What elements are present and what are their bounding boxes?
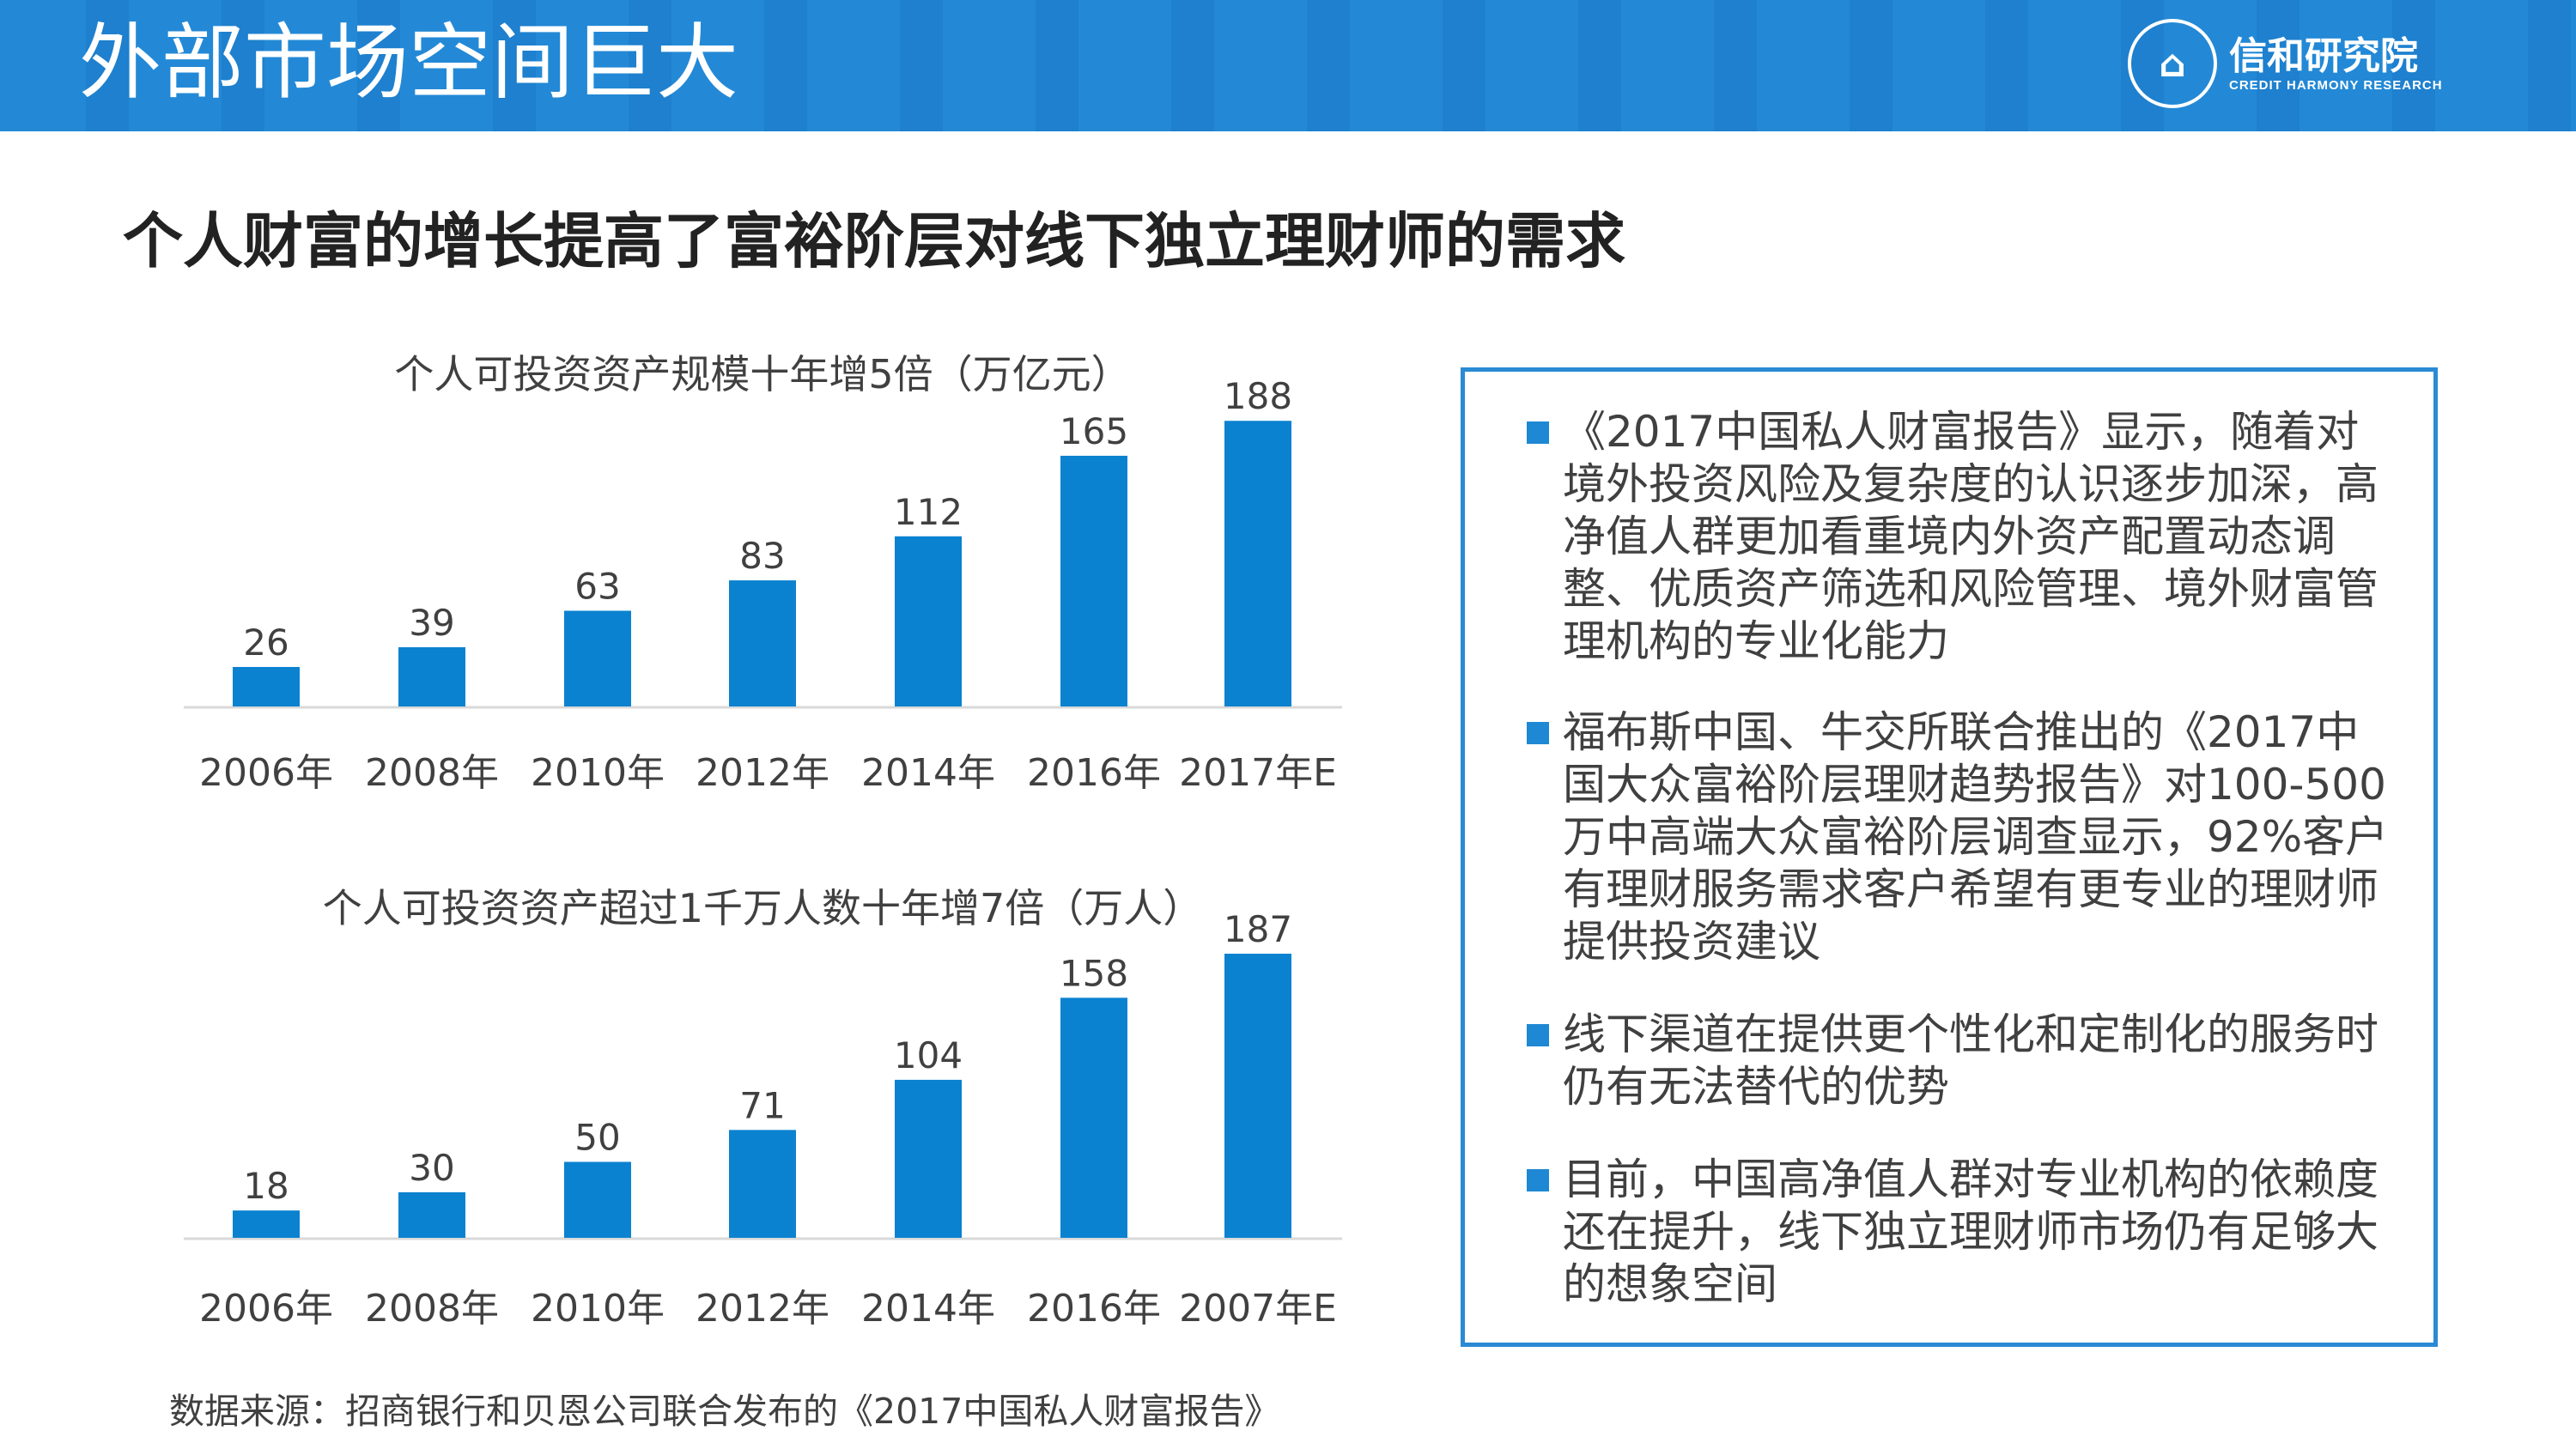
data-label: 112 xyxy=(894,491,963,533)
x-tick-label: 2017年E xyxy=(1179,751,1337,795)
slide-title: 外部市场空间巨大 xyxy=(79,15,738,111)
x-tick-label: 2010年 xyxy=(531,1287,665,1331)
bullet-text-line: 还在提升，线下独立理财师市场仍有足够大 xyxy=(1563,1207,2379,1257)
x-tick-label: 2012年 xyxy=(696,751,829,795)
bullet-text-line: 目前，中国高净值人群对专业机构的依赖度 xyxy=(1563,1155,2379,1204)
bullet-text-line: 万中高端大众富裕阶层调查显示，92%客户 xyxy=(1563,812,2389,862)
logo-cn: 信和研究院 xyxy=(2229,33,2418,78)
chart2: 18 2006年 30 2008年 50 2010年 71 2012年 104 2014年 158 2… xyxy=(184,908,1342,1331)
chart1: 26 2006年 39 2008年 63 2010年 83 2012年 112 2014年 165 2… xyxy=(184,375,1342,795)
x-tick-label: 2010年 xyxy=(531,751,665,795)
data-label: 187 xyxy=(1224,908,1292,950)
bar xyxy=(233,1210,300,1238)
data-label: 30 xyxy=(409,1147,454,1189)
bar xyxy=(564,1161,631,1238)
bar xyxy=(233,666,300,706)
x-tick-label: 2006年 xyxy=(199,1287,333,1331)
bar xyxy=(1060,455,1127,706)
data-label: 18 xyxy=(243,1165,289,1207)
data-label: 63 xyxy=(574,565,620,607)
bar xyxy=(895,1079,962,1238)
logo: ⌂ 信和研究院 CREDIT HARMONY RESEARCH xyxy=(2128,19,2443,108)
bullet-text-line: 仍有无法替代的优势 xyxy=(1563,1062,1949,1112)
x-tick-label: 2014年 xyxy=(861,751,995,795)
data-label: 104 xyxy=(894,1034,963,1076)
info-box: 《2017中国私人财富报告》显示，随着对 境外投资风险及复杂度的认识逐步加深，高净… xyxy=(1461,367,2438,1347)
bar xyxy=(398,646,465,706)
chart2-title: 个人可投资资产超过1千万人数十年增7倍（万人） xyxy=(322,885,1203,931)
bullet-item: 《2017中国私人财富报告》显示，随着对 境外投资风险及复杂度的认识逐步加深，高净… xyxy=(1527,406,2394,668)
data-label: 158 xyxy=(1060,952,1128,994)
data-label: 188 xyxy=(1224,375,1292,417)
x-tick-label: 2014年 xyxy=(861,1287,995,1331)
bullet-text-line: 理机构的专业化能力 xyxy=(1563,616,1949,666)
bullet-text-line: 《2017中国私人财富报告》显示，随着对 xyxy=(1563,407,2360,457)
bullet-text-line: 线下渠道在提供更个性化和定制化的服务时 xyxy=(1563,1009,2379,1059)
square-bullet-icon xyxy=(1527,421,1549,444)
x-tick-label: 2016年 xyxy=(1027,1287,1161,1331)
x-tick-label: 2006年 xyxy=(199,751,333,795)
x-tick-label: 2007年E xyxy=(1179,1287,1337,1331)
seal-icon: ⌂ xyxy=(2128,19,2217,108)
chart1-title: 个人可投资资产规模十年增5倍（万亿元） xyxy=(394,351,1131,397)
bullet-item: 福布斯中国、牛交所联合推出的《2017中 国大众富裕阶层理财趋势报告》对100-5… xyxy=(1527,706,2394,968)
subtitle: 个人财富的增长提高了富裕阶层对线下独立理财师的需求 xyxy=(123,206,1625,276)
bar xyxy=(1060,997,1127,1238)
bullet-text-line: 提供投资建议 xyxy=(1563,917,1820,967)
bullet-text-line: 福布斯中国、牛交所联合推出的《2017中 xyxy=(1563,707,2360,757)
bar xyxy=(729,1130,796,1238)
data-label: 26 xyxy=(243,621,289,664)
bullet-item: 目前，中国高净值人群对专业机构的依赖度 还在提升，线下独立理财师市场仍有足够大 的想… xyxy=(1527,1154,2394,1311)
bullet-text-line: 有理财服务需求客户希望有更专业的理财师 xyxy=(1563,864,2379,914)
data-label: 50 xyxy=(574,1117,620,1159)
x-tick-label: 2016年 xyxy=(1027,751,1161,795)
x-tick-label: 2008年 xyxy=(365,1287,499,1331)
data-label: 39 xyxy=(409,602,454,644)
data-label: 83 xyxy=(739,535,785,577)
bullet-text-line: 国大众富裕阶层理财趋势报告》对100-500 xyxy=(1563,760,2386,809)
data-label: 71 xyxy=(739,1084,785,1126)
data-label: 165 xyxy=(1060,410,1128,452)
x-tick-label: 2008年 xyxy=(365,751,499,795)
bar xyxy=(564,610,631,706)
bullet-text-line: 的想象空间 xyxy=(1563,1259,1777,1309)
bullet-text-line: 整、优质资产筛选和风险管理、境外财富管 xyxy=(1563,564,2379,614)
x-tick-label: 2012年 xyxy=(696,1287,829,1331)
bar xyxy=(1224,421,1291,706)
bar xyxy=(1224,954,1291,1238)
bullet-text-line: 净值人群更加看重境内外资产配置动态调 xyxy=(1563,512,2336,561)
square-bullet-icon xyxy=(1527,722,1549,744)
square-bullet-icon xyxy=(1527,1024,1549,1046)
bar xyxy=(398,1191,465,1238)
header-banner: 外部市场空间巨大 ⌂ 信和研究院 CREDIT HARMONY RESEARCH xyxy=(0,0,2576,131)
logo-en: CREDIT HARMONY RESEARCH xyxy=(2229,77,2443,93)
data-source: 数据来源：招商银行和贝恩公司联合发布的《2017中国私人财富报告》 xyxy=(169,1391,1280,1432)
bar xyxy=(895,536,962,706)
bullet-text-line: 境外投资风险及复杂度的认识逐步加深，高 xyxy=(1563,459,2379,509)
square-bullet-icon xyxy=(1527,1169,1549,1191)
bullet-item: 线下渠道在提供更个性化和定制化的服务时 仍有无法替代的优势 xyxy=(1527,1009,2394,1113)
bar xyxy=(729,580,796,706)
